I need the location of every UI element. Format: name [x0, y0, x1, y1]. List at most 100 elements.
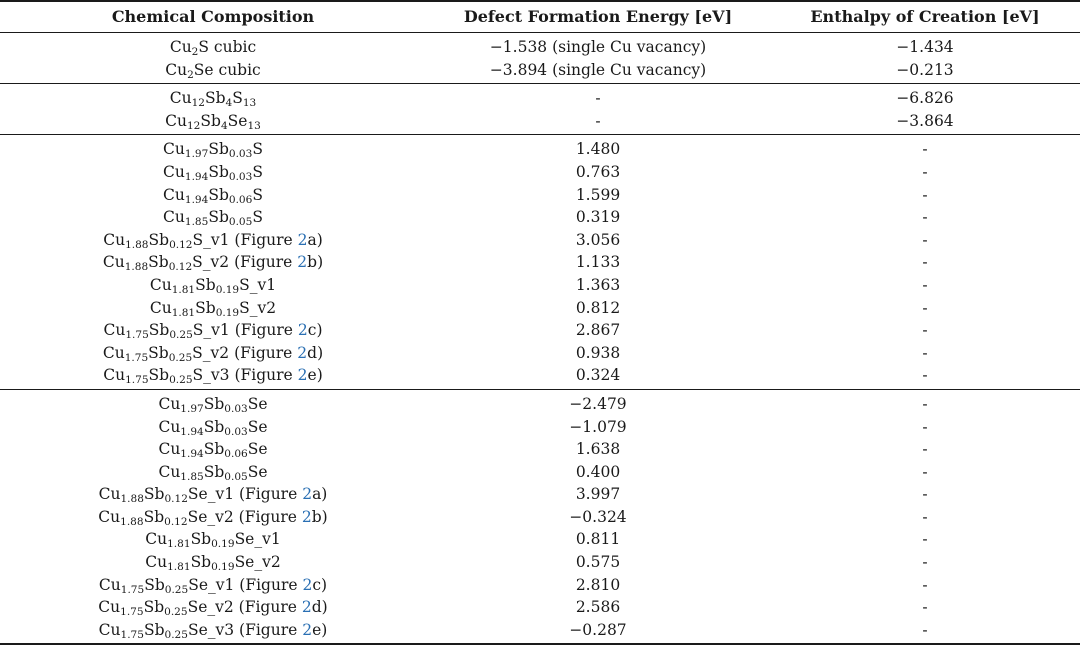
figure-reference-link[interactable]: 2: [301, 507, 312, 526]
cell-enthalpy-of-creation: -: [922, 343, 928, 362]
table-row: Cu1.85Sb0.05Se 0.400 -: [0, 461, 1080, 484]
header-enthalpy-of-creation: Enthalpy of Creation [eV]: [810, 6, 1040, 26]
cell-composition: Cu1.81Sb0.19S_v1: [149, 275, 277, 296]
cell-composition: Cu1.88Sb0.12S_v2 (Figure 2b): [102, 253, 324, 274]
table-row-group: Cu12Sb4S13 - −6.826 Cu12Sb4Se13 - −3.864: [0, 84, 1080, 135]
table-row: Cu1.94Sb0.03S 0.763 -: [0, 161, 1080, 184]
cell-defect-formation-energy: 3.056: [575, 230, 621, 249]
table-row: Cu12Sb4Se13 - −3.864: [0, 110, 1080, 135]
cell-composition: Cu1.97Sb0.03S: [163, 140, 263, 161]
table-row: Cu1.88Sb0.12Se_v1 (Figure 2a) 3.997 -: [0, 483, 1080, 506]
cell-composition: Cu1.75Sb0.25S_v2 (Figure 2d): [102, 343, 324, 364]
cell-composition: Cu1.75Sb0.25Se_v2 (Figure 2d): [98, 598, 328, 619]
cell-composition: Cu1.85Sb0.05S: [163, 208, 263, 229]
figure-reference-link[interactable]: 2: [297, 230, 308, 249]
cell-enthalpy-of-creation: -: [922, 208, 928, 227]
cell-composition: Cu1.94Sb0.06S: [163, 185, 263, 206]
cell-enthalpy-of-creation: -: [922, 140, 928, 159]
cell-defect-formation-energy: 1.480: [575, 140, 621, 159]
cell-composition: Cu1.97Sb0.03Se: [158, 394, 268, 415]
cell-defect-formation-energy: 2.586: [575, 598, 621, 617]
cell-composition: Cu12Sb4S13: [169, 89, 257, 110]
cell-composition: Cu1.94Sb0.03Se: [158, 417, 268, 438]
cell-composition: Cu1.88Sb0.12S_v1 (Figure 2a): [103, 230, 323, 251]
cell-enthalpy-of-creation: -: [922, 575, 928, 594]
cell-defect-formation-energy: −2.479: [569, 394, 627, 413]
figure-reference-link[interactable]: 2: [297, 366, 308, 385]
table-row: Cu1.97Sb0.03S 1.480 -: [0, 135, 1080, 161]
cell-composition: Cu12Sb4Se13: [165, 111, 261, 132]
cell-enthalpy-of-creation: -: [922, 417, 928, 436]
cell-enthalpy-of-creation: -: [922, 440, 928, 459]
figure-reference-link[interactable]: 2: [297, 321, 308, 340]
table-row: Cu2S cubic −1.538 (single Cu vacancy) −1.4…: [0, 33, 1080, 59]
figure-reference-link[interactable]: 2: [302, 575, 313, 594]
cell-composition: Cu1.94Sb0.03S: [163, 162, 263, 183]
table-row: Cu1.75Sb0.25S_v1 (Figure 2c) 2.867 -: [0, 319, 1080, 342]
cell-enthalpy-of-creation: -: [922, 321, 928, 340]
cell-defect-formation-energy: −1.079: [569, 417, 627, 436]
cell-composition: Cu2S cubic: [169, 38, 257, 58]
figure-reference-link[interactable]: 2: [297, 343, 308, 362]
cell-composition: Cu1.81Sb0.19S_v2: [149, 298, 277, 319]
cell-defect-formation-energy: 0.319: [575, 208, 621, 227]
cell-defect-formation-energy: −3.894 (single Cu vacancy): [489, 60, 707, 79]
cell-enthalpy-of-creation: -: [922, 553, 928, 572]
cell-enthalpy-of-creation: -: [922, 394, 928, 413]
cell-defect-formation-energy: 1.599: [575, 185, 621, 204]
cell-defect-formation-energy: 2.810: [575, 575, 621, 594]
cell-enthalpy-of-creation: -: [922, 366, 928, 385]
cell-composition: Cu1.81Sb0.19Se_v1: [145, 530, 281, 551]
cell-defect-formation-energy: 2.867: [575, 321, 621, 340]
cell-enthalpy-of-creation: -: [922, 275, 928, 294]
table-row: Cu1.94Sb0.06Se 1.638 -: [0, 438, 1080, 461]
cell-enthalpy-of-creation: -: [922, 598, 928, 617]
cell-enthalpy-of-creation: -: [922, 462, 928, 481]
cell-composition: Cu1.75Sb0.25Se_v1 (Figure 2c): [98, 575, 328, 596]
cell-enthalpy-of-creation: −1.434: [896, 38, 954, 56]
cell-defect-formation-energy: -: [595, 111, 601, 130]
table-row-group: Cu1.97Sb0.03Se −2.479 - Cu1.94Sb0.03Se −1.07…: [0, 389, 1080, 645]
cell-defect-formation-energy: 0.812: [575, 298, 621, 317]
figure-reference-link[interactable]: 2: [302, 485, 313, 504]
cell-enthalpy-of-creation: -: [922, 162, 928, 181]
cell-composition: Cu1.75Sb0.25Se_v3 (Figure 2e): [98, 620, 328, 641]
cell-defect-formation-energy: 1.638: [575, 440, 621, 459]
cell-composition: Cu1.88Sb0.12Se_v2 (Figure 2b): [98, 507, 328, 528]
cell-enthalpy-of-creation: -: [922, 620, 928, 639]
cell-defect-formation-energy: 1.133: [575, 253, 621, 272]
cell-composition: Cu2Se cubic: [165, 60, 261, 81]
cell-composition: Cu1.75Sb0.25S_v3 (Figure 2e): [103, 366, 323, 387]
cell-defect-formation-energy: -: [595, 89, 601, 108]
table-row: Cu1.88Sb0.12S_v1 (Figure 2a) 3.056 -: [0, 229, 1080, 252]
table-row: Cu1.75Sb0.25Se_v2 (Figure 2d) 2.586 -: [0, 596, 1080, 619]
cell-enthalpy-of-creation: -: [922, 253, 928, 272]
table-header: Chemical Composition Defect Formation En…: [0, 1, 1080, 33]
cell-enthalpy-of-creation: -: [922, 485, 928, 504]
table-row: Cu1.94Sb0.06S 1.599 -: [0, 184, 1080, 207]
table-row: Cu2Se cubic −3.894 (single Cu vacancy) −0.…: [0, 59, 1080, 84]
table-row-group: Cu1.97Sb0.03S 1.480- Cu1.94Sb0.03S 0.763- Cu…: [0, 135, 1080, 390]
cell-enthalpy-of-creation: -: [922, 507, 928, 526]
cell-defect-formation-energy: 0.763: [575, 162, 621, 181]
header-row: Chemical Composition Defect Formation En…: [0, 1, 1080, 33]
table-row: Cu1.88Sb0.12Se_v2 (Figure 2b) −0.324 -: [0, 506, 1080, 529]
figure-reference-link[interactable]: 2: [302, 620, 313, 639]
cell-enthalpy-of-creation: −0.213: [896, 60, 954, 79]
cell-defect-formation-energy: 3.997: [575, 485, 621, 504]
table-row: Cu1.97Sb0.03Se −2.479 -: [0, 389, 1080, 415]
table-row: Cu1.81Sb0.19S_v1 1.363 -: [0, 274, 1080, 297]
cell-defect-formation-energy: −0.324: [569, 507, 627, 526]
cell-defect-formation-energy: 0.400: [575, 462, 621, 481]
table-row: Cu1.94Sb0.03Se −1.079 -: [0, 416, 1080, 439]
cell-composition: Cu1.85Sb0.05Se: [158, 462, 268, 483]
figure-reference-link[interactable]: 2: [301, 598, 312, 617]
cell-defect-formation-energy: 1.363: [575, 275, 621, 294]
cell-defect-formation-energy: −0.287: [569, 620, 627, 639]
figure-reference-link[interactable]: 2: [297, 253, 308, 272]
cell-composition: Cu1.75Sb0.25S_v1 (Figure 2c): [103, 321, 323, 342]
cell-enthalpy-of-creation: -: [922, 298, 928, 317]
cell-defect-formation-energy: 0.811: [575, 530, 621, 549]
cell-composition: Cu1.94Sb0.06Se: [158, 440, 268, 461]
table-row: Cu1.81Sb0.19Se_v1 0.811 -: [0, 528, 1080, 551]
